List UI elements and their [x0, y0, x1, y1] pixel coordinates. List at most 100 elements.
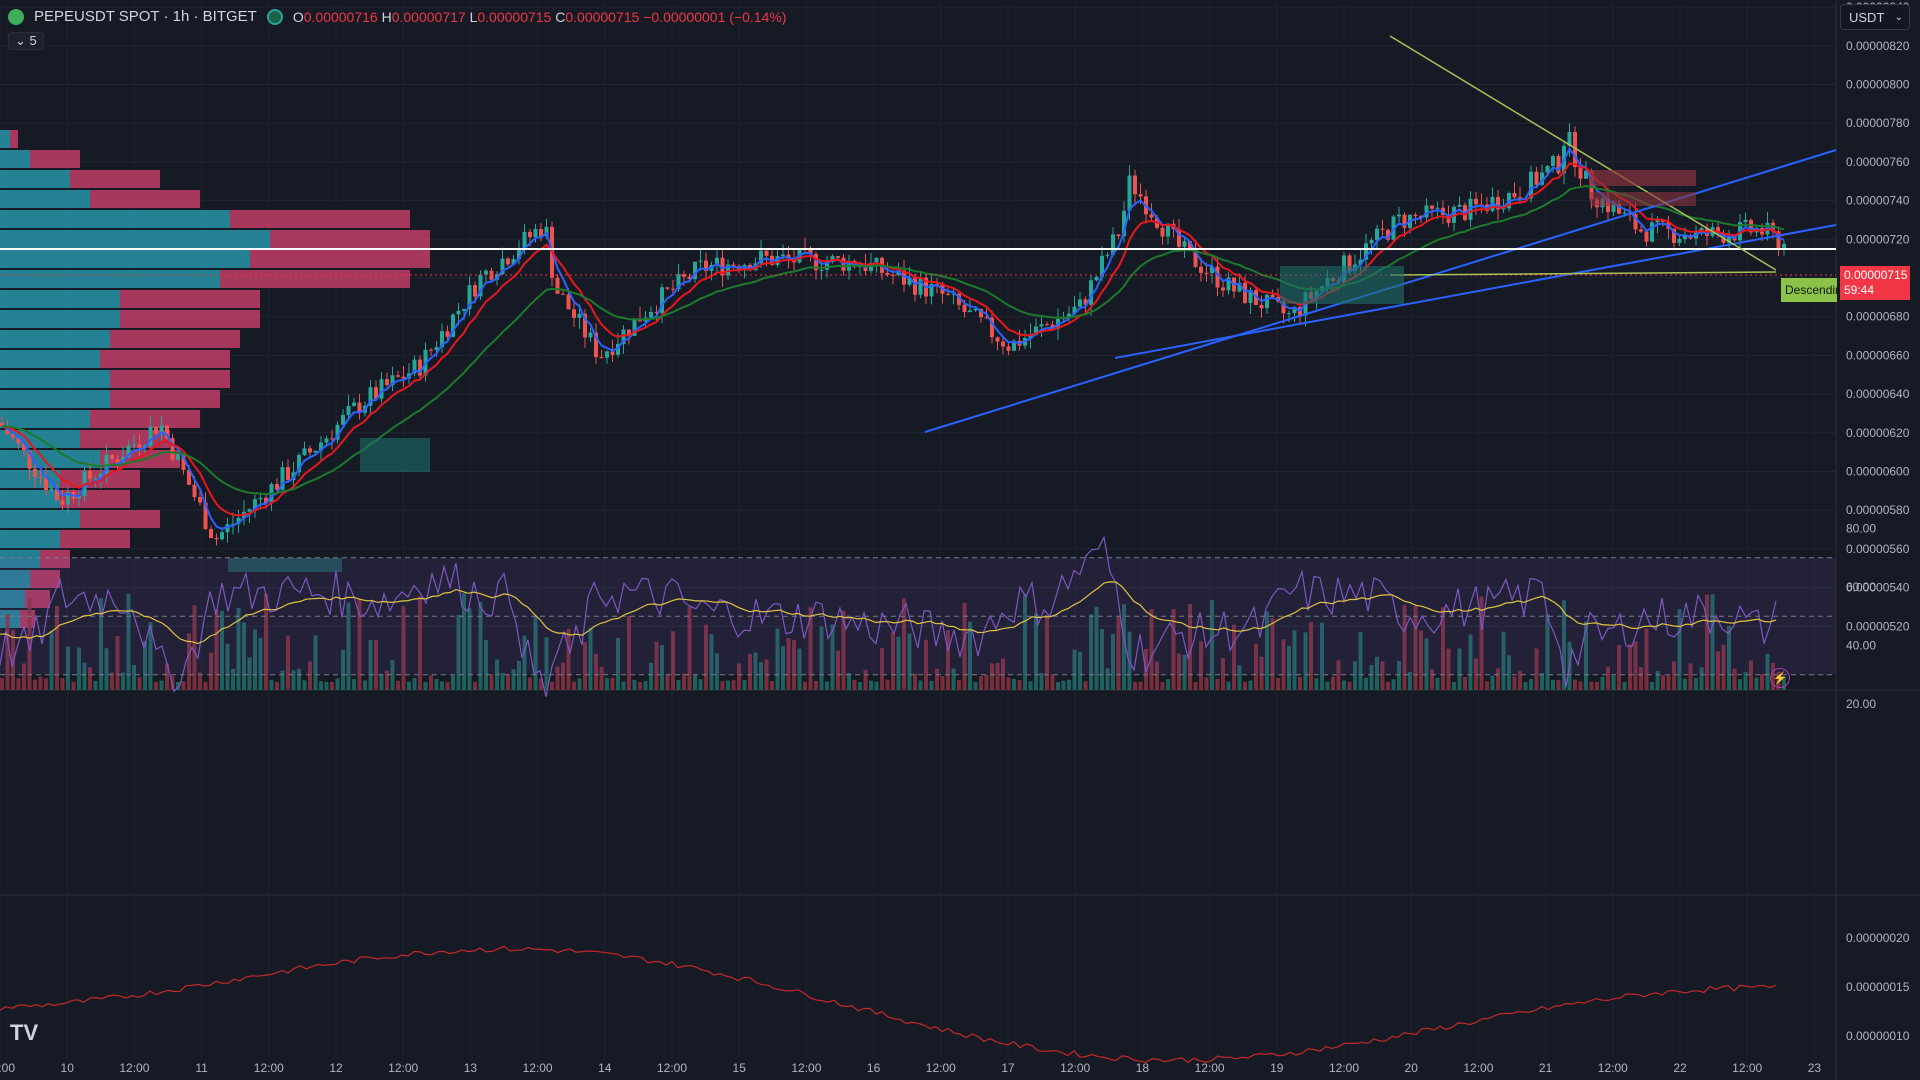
vp-up-bar	[0, 150, 30, 168]
candle-body	[1281, 301, 1286, 314]
pattern-label[interactable]: Descending	[1781, 278, 1837, 302]
volume-bar	[319, 681, 323, 690]
volume-bar	[209, 652, 213, 690]
candle-body	[1105, 254, 1110, 256]
candle-body	[951, 293, 956, 295]
volume-bar	[660, 645, 664, 690]
candle-body	[247, 509, 252, 512]
currency-select[interactable]: USDT ⌄	[1840, 4, 1910, 30]
volume-bar	[852, 679, 857, 690]
volume-bar	[1089, 614, 1093, 690]
vp-up-bar	[0, 310, 120, 328]
volume-bar	[1353, 661, 1357, 690]
volume-bar	[709, 634, 714, 690]
candle-body	[726, 264, 730, 276]
time-tick-label: 12:00	[119, 1061, 149, 1075]
market-status-icon[interactable]	[266, 8, 283, 25]
candle-body	[621, 329, 626, 345]
vp-up-bar	[0, 490, 60, 508]
volume-bar	[11, 629, 15, 690]
volume-bar	[330, 681, 334, 690]
candle-body	[1215, 266, 1220, 288]
volume-bar	[940, 675, 945, 690]
volume-bar	[1545, 614, 1550, 690]
volume-bar	[1732, 668, 1737, 690]
oscillator-pane	[0, 945, 1777, 1064]
volume-bar	[896, 636, 901, 690]
volume-bar	[132, 664, 136, 690]
volume-bar	[1309, 622, 1313, 690]
candle-body	[1446, 215, 1451, 223]
volume-profile	[0, 130, 430, 628]
vp-up-bar	[0, 290, 120, 308]
indicator-count: 5	[29, 33, 37, 48]
candle-body	[126, 445, 131, 458]
candle-body	[566, 294, 571, 310]
indicators-collapse-button[interactable]: ⌄ 5	[8, 32, 44, 50]
high-label: H	[381, 8, 392, 25]
volume-bar	[693, 674, 697, 690]
candle-body	[1199, 266, 1203, 273]
candle-body	[1716, 227, 1720, 234]
candle-body	[1028, 334, 1033, 338]
last-price-value: 0.00000715	[1844, 268, 1908, 282]
volume-bar	[566, 628, 571, 690]
candle-body	[225, 524, 230, 533]
tradingview-logo[interactable]: TV	[10, 1020, 39, 1045]
volume-bar	[583, 642, 587, 690]
candle-body	[456, 310, 461, 315]
candle-body	[539, 229, 543, 237]
volume-bar	[5, 614, 10, 690]
candle-body	[676, 274, 681, 290]
volume-bar	[1100, 628, 1104, 690]
candle-body	[544, 226, 549, 237]
volume-bar	[44, 678, 48, 690]
volume-bar	[1518, 670, 1522, 690]
candle-body	[1072, 306, 1077, 314]
candle-body	[583, 313, 587, 338]
volume-bar	[1325, 681, 1330, 690]
candle-body	[401, 376, 406, 379]
time-tick-label: 11	[195, 1061, 208, 1075]
pepe-logo-icon[interactable]	[8, 8, 24, 25]
volume-bar	[1672, 661, 1676, 690]
candle-body	[1089, 280, 1093, 305]
candle-body	[830, 256, 835, 262]
ema-fast-line	[1, 146, 1785, 530]
volume-bar	[1314, 678, 1319, 690]
candle-body	[66, 491, 70, 505]
volume-bar	[137, 677, 142, 690]
candle-body	[929, 283, 934, 297]
volume-bar	[1677, 609, 1682, 690]
candle-body	[1237, 282, 1242, 292]
vp-down-bar	[70, 170, 160, 188]
volume-bar	[1430, 669, 1434, 690]
volume-bar	[1485, 681, 1489, 690]
vp-down-bar	[270, 230, 430, 248]
volume-bar	[726, 680, 730, 690]
volume-bar	[396, 680, 400, 690]
lightning-icon[interactable]: ⚡	[1770, 668, 1790, 688]
candle-body	[324, 438, 329, 443]
rsi-tick-label: 20.00	[1846, 697, 1876, 711]
volume-bar	[1650, 681, 1654, 690]
volume-bar	[924, 639, 928, 690]
volume-bar	[467, 608, 472, 690]
symbol-title[interactable]: PEPEUSDT SPOT · 1h · BITGET	[34, 8, 257, 25]
volume-bar	[1028, 681, 1033, 690]
vp-down-bar	[10, 130, 18, 148]
candle-body	[1287, 313, 1291, 315]
volume-bar	[335, 678, 340, 690]
volume-bar	[484, 639, 488, 690]
candle-body	[1402, 214, 1407, 228]
price-tick-label: 0.00000660	[1846, 348, 1910, 362]
candle-body	[429, 349, 433, 351]
volume-bar	[313, 635, 318, 690]
open-value: 0.00000716	[303, 8, 378, 25]
candle-body	[649, 311, 653, 318]
candle-body	[764, 250, 769, 256]
candle-body	[1182, 241, 1187, 247]
time-tick-label: 18	[1136, 1061, 1150, 1075]
